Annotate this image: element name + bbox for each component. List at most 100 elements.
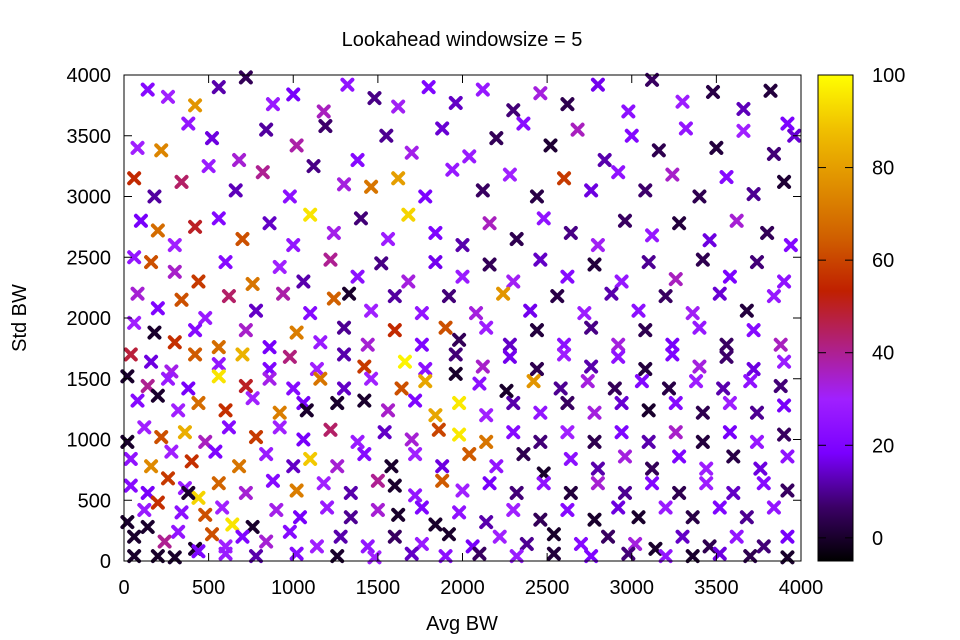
data-point (695, 252, 710, 267)
data-point (272, 259, 287, 274)
data-point (665, 347, 680, 362)
data-point (533, 252, 548, 267)
data-point (259, 447, 274, 462)
data-point (364, 371, 379, 386)
data-point (563, 451, 578, 466)
colorbar-tick-label: 0 (872, 528, 883, 550)
data-point (130, 140, 145, 155)
data-point (320, 500, 335, 515)
data-point (452, 332, 467, 347)
data-point (431, 422, 446, 437)
data-point (289, 138, 304, 153)
data-point (689, 374, 704, 389)
data-point (384, 459, 399, 474)
data-point (218, 255, 233, 270)
data-point (123, 451, 138, 466)
y-tick-label: 3000 (67, 187, 112, 209)
y-tick-label: 3500 (67, 126, 112, 148)
data-point (140, 379, 155, 394)
data-point (198, 434, 213, 449)
data-point (780, 449, 795, 464)
data-point (482, 216, 497, 231)
data-point (391, 99, 406, 114)
data-point (695, 434, 710, 449)
data-point (377, 425, 392, 440)
data-point (232, 153, 247, 168)
data-point (590, 461, 605, 476)
data-point (502, 167, 517, 182)
data-point (560, 502, 575, 517)
data-point (557, 171, 572, 186)
data-point (255, 165, 270, 180)
data-point (313, 371, 328, 386)
data-point (394, 381, 409, 396)
data-point (462, 149, 477, 164)
data-point (154, 430, 169, 445)
data-point (448, 366, 463, 381)
data-point (428, 517, 443, 532)
data-point (428, 225, 443, 240)
data-point (722, 396, 737, 411)
data-point (198, 311, 213, 325)
data-point (536, 211, 551, 226)
colorbar-tick-label: 100 (872, 65, 905, 87)
data-point (645, 476, 660, 491)
data-point (343, 510, 358, 525)
data-point (705, 85, 720, 100)
data-point (414, 306, 429, 321)
data-point (777, 274, 792, 289)
data-point (739, 510, 754, 525)
data-point (702, 233, 717, 248)
data-point (323, 252, 338, 267)
data-point (441, 527, 456, 542)
data-point (638, 362, 653, 377)
data-point (587, 512, 602, 527)
data-point (736, 102, 751, 117)
data-point (164, 444, 179, 459)
data-point (560, 97, 575, 112)
data-point (529, 323, 544, 338)
data-point (249, 549, 264, 564)
data-point (167, 335, 182, 350)
data-point (506, 396, 521, 411)
data-point (262, 216, 277, 231)
x-tick-label: 4000 (779, 577, 824, 599)
data-point (506, 502, 521, 517)
chart-title: Lookahead windowsize = 5 (342, 29, 583, 51)
data-point (773, 337, 788, 352)
data-point (127, 315, 142, 330)
data-point (286, 459, 301, 474)
data-point (245, 276, 260, 291)
data-point (191, 490, 206, 505)
data-point (580, 374, 595, 389)
data-point (418, 362, 433, 377)
data-point (563, 485, 578, 500)
data-point (783, 238, 798, 253)
data-point (611, 500, 626, 515)
data-point (367, 91, 382, 106)
y-tick-label: 2500 (67, 247, 112, 269)
data-point (573, 536, 588, 551)
data-point (489, 131, 504, 146)
data-point (590, 476, 605, 491)
data-point (337, 381, 352, 396)
data-point (174, 505, 189, 520)
data-point (259, 122, 274, 137)
data-point (127, 171, 142, 186)
data-point (140, 485, 155, 500)
data-point (303, 207, 318, 222)
data-point (645, 461, 660, 476)
data-point (499, 383, 514, 398)
data-point (144, 255, 159, 270)
data-point (421, 80, 436, 95)
data-point (529, 189, 544, 204)
data-point (756, 539, 771, 554)
data-point (408, 488, 423, 503)
data-point (469, 306, 484, 321)
data-point (306, 159, 321, 174)
data-point (188, 219, 203, 234)
colorbar-tick-label: 60 (872, 250, 894, 272)
data-point (150, 223, 165, 238)
data-point (164, 364, 179, 379)
data-point (401, 274, 416, 289)
